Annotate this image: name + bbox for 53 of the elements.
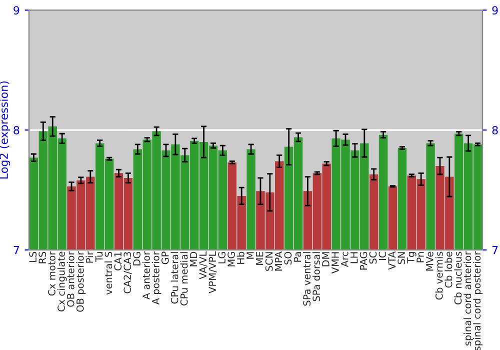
y-tick-label: 8 xyxy=(14,126,20,134)
x-tick-label: DM xyxy=(322,252,330,266)
x-tick-label: VTA xyxy=(388,251,396,270)
x-tick-label: MVe xyxy=(426,252,434,271)
x-tick-label: ME xyxy=(256,252,264,265)
x-tick-label: Cx motor xyxy=(48,251,56,296)
x-tick-label: SCN xyxy=(265,252,273,271)
x-tick-label: IC xyxy=(378,252,386,260)
x-tick-label: VA/VL xyxy=(199,251,208,280)
x-tick-label: Pa xyxy=(294,252,302,262)
x-tick-label: Tu xyxy=(95,252,103,262)
x-tick-label: Cx cingulate xyxy=(57,252,67,312)
x-tick-label: LS xyxy=(29,252,37,262)
x-tick-label: GP xyxy=(161,252,169,264)
x-tick-label: CA1 xyxy=(114,252,122,270)
x-tick-label: VPM/VPL xyxy=(208,251,217,294)
x-tick-label: Cb nucleus xyxy=(454,252,462,304)
x-tick-label: M xyxy=(246,252,254,259)
y-tick-label: 7 xyxy=(14,246,20,254)
x-tick-label: DG xyxy=(133,252,140,266)
y2-tick-label: 7 xyxy=(492,246,498,254)
x-tick-label: Tg xyxy=(407,252,416,264)
x-tick-label: SPa dorsal xyxy=(312,252,320,302)
x-tick-label: OB anterior xyxy=(66,251,74,307)
x-tick-label: VMH xyxy=(332,252,339,274)
x-tick-label: A anterior xyxy=(142,251,150,300)
x-tick-label: LG xyxy=(218,252,226,264)
x-tick-label: MD xyxy=(190,252,198,266)
x-tick-label: LH xyxy=(350,252,358,264)
x-tick-label: A posterior xyxy=(152,251,162,305)
x-tick-label: Cb lobe xyxy=(444,252,452,288)
x-tick-label: SN xyxy=(398,252,406,264)
x-tick-label: Pn xyxy=(416,252,424,262)
y-tick-label: 9 xyxy=(14,6,20,15)
x-tick-label: MPA xyxy=(274,251,282,271)
x-tick-label: CPu lateral xyxy=(170,252,178,304)
x-tick-label: Arc xyxy=(341,252,348,267)
x-tick-label: SO xyxy=(284,252,292,264)
x-tick-label: CA2/CA3 xyxy=(124,252,132,294)
x-tick-label: MG xyxy=(228,252,235,266)
x-tick-label: spinal cord anterior xyxy=(464,251,474,346)
x-tick-label: PAG xyxy=(360,252,368,270)
x-tick-label: CPu medial xyxy=(180,252,188,306)
x-tick-label: Pir xyxy=(86,251,94,263)
x-tick-label: RS xyxy=(38,252,46,264)
x-tick-label: Hb xyxy=(236,252,244,264)
y2-tick-label: 9 xyxy=(492,6,498,15)
x-tick-label: SC xyxy=(369,252,377,264)
x-tick-label: ventral S xyxy=(104,252,112,295)
x-tick-label: OB posterior xyxy=(76,251,86,312)
x-tick-label: SPa ventral xyxy=(303,252,311,306)
y2-tick-label: 8 xyxy=(492,126,498,134)
x-tick-label: Cb vermis xyxy=(435,252,443,300)
